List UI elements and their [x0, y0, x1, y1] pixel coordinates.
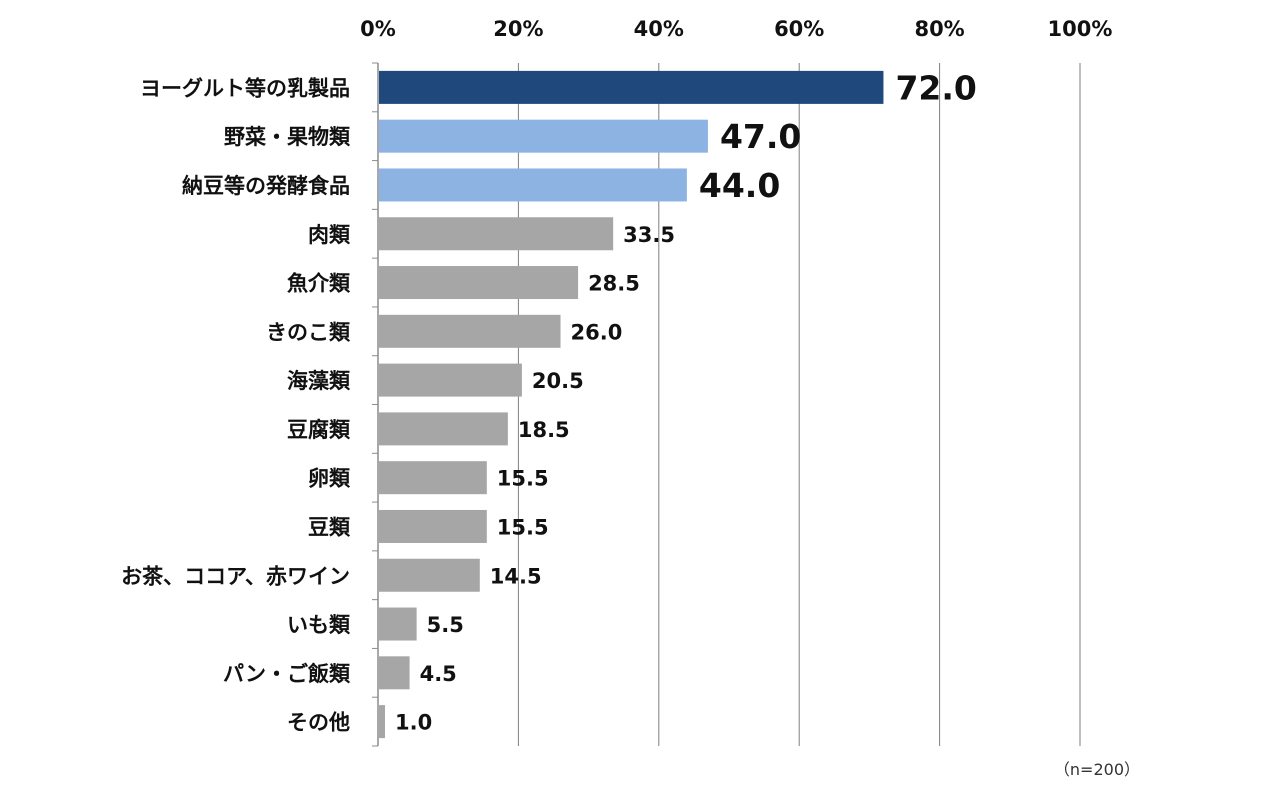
bar [379, 509, 487, 543]
bar [379, 558, 480, 592]
category-label: その他 [287, 711, 350, 735]
category-label: いも類 [287, 613, 351, 637]
value-label: 44.0 [699, 166, 780, 205]
value-label: 4.5 [420, 662, 457, 686]
x-tick-label: 80% [914, 17, 964, 41]
x-tick-label: 20% [493, 17, 543, 41]
value-label: 72.0 [895, 68, 976, 107]
category-label: 野菜・果物類 [224, 125, 351, 149]
bar [379, 266, 579, 300]
bar [379, 363, 522, 397]
value-labels: 72.0 47.0 44.0 33.5 28.5 26.0 20.5 18.5 15.5 15.5… [395, 68, 977, 734]
category-label: 魚介類 [287, 272, 351, 296]
category-label: 納豆等の発酵食品 [182, 174, 350, 198]
bars [379, 70, 884, 739]
category-label: 豆腐類 [287, 418, 351, 442]
value-label: 20.5 [532, 369, 584, 393]
category-label: ヨーグルト等の乳製品 [140, 76, 350, 100]
bar [379, 607, 417, 641]
sample-size-note: （n=200） [1053, 760, 1140, 779]
value-label: 18.5 [518, 418, 570, 442]
category-label: 肉類 [308, 223, 351, 247]
category-label: 海藻類 [287, 369, 351, 393]
bar [379, 412, 508, 446]
category-label: きのこ類 [266, 320, 351, 344]
value-label: 28.5 [588, 272, 640, 296]
category-label: 豆類 [308, 515, 351, 539]
x-tick-label: 40% [634, 17, 684, 41]
bar [379, 705, 386, 739]
category-label: お茶、ココア、赤ワイン [121, 564, 350, 588]
bar [379, 70, 884, 104]
value-label: 15.5 [497, 467, 549, 491]
value-label: 15.5 [497, 515, 549, 539]
bar [379, 461, 487, 495]
bar [379, 217, 614, 251]
x-tick-labels: 0% 20% 40% 60% 80% 100% [360, 17, 1112, 41]
bar [379, 656, 410, 690]
x-tick-label: 60% [774, 17, 824, 41]
value-label: 14.5 [490, 564, 542, 588]
bar [379, 119, 708, 153]
value-label: 33.5 [623, 223, 675, 247]
bar [379, 168, 687, 202]
category-label: 卵類 [308, 467, 351, 491]
x-tick-label: 100% [1048, 17, 1113, 41]
category-labels: ヨーグルト等の乳製品野菜・果物類納豆等の発酵食品肉類魚介類きのこ類海藻類豆腐類卵… [121, 76, 351, 734]
value-label: 1.0 [395, 711, 432, 735]
bar [379, 314, 561, 348]
x-tick-label: 0% [360, 17, 396, 41]
value-label: 26.0 [571, 320, 623, 344]
category-label: パン・ご飯類 [223, 662, 351, 686]
value-label: 47.0 [720, 117, 801, 156]
value-label: 5.5 [427, 613, 464, 637]
